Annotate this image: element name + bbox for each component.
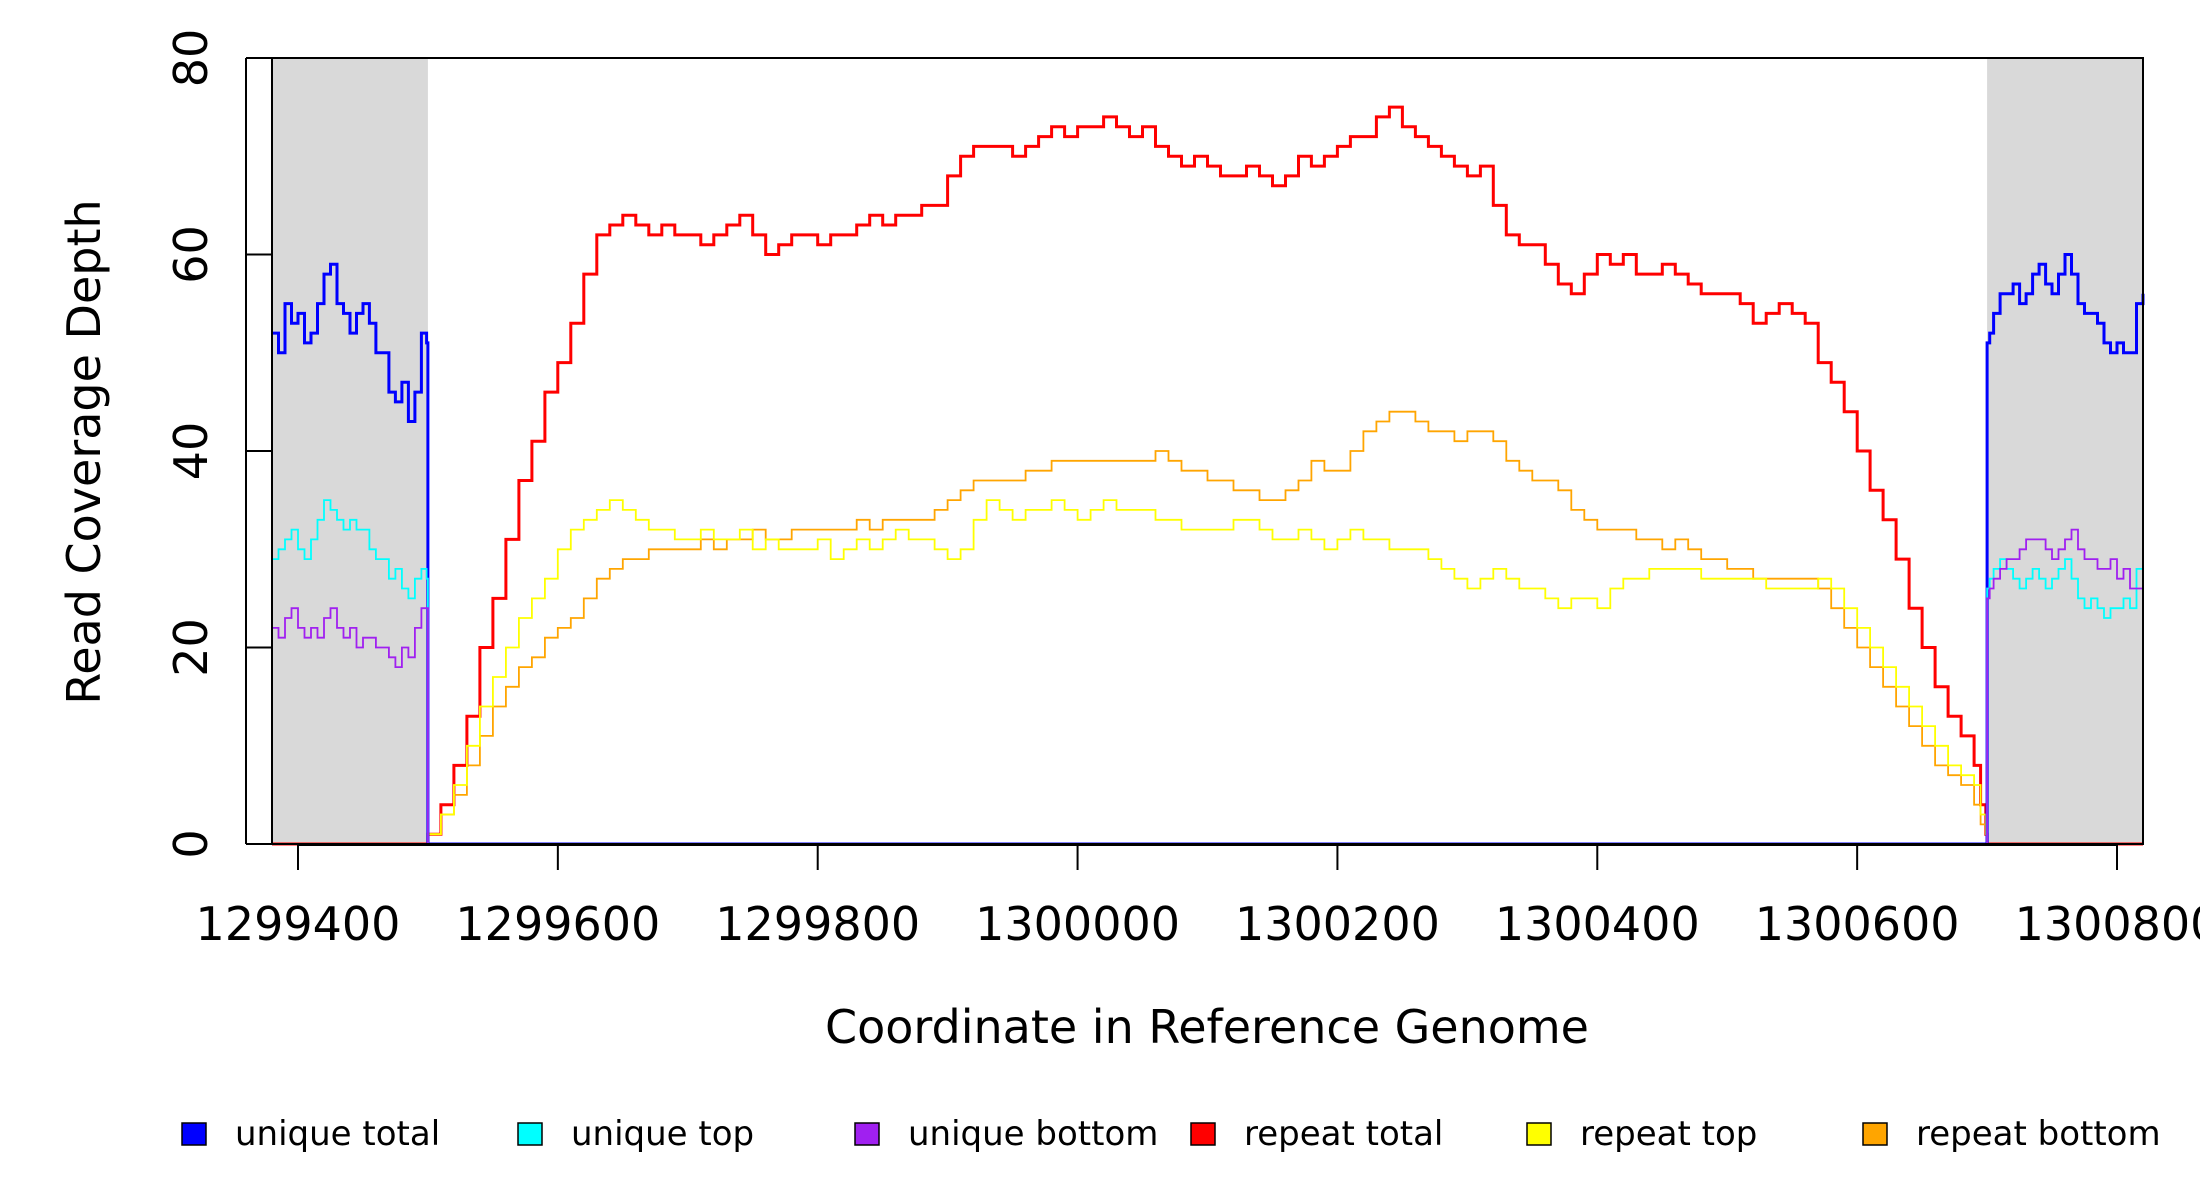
y-tick-label: 60 — [164, 225, 218, 284]
legend-swatch — [181, 1122, 207, 1146]
y-tick-label: 80 — [164, 29, 218, 88]
x-tick-label: 1299600 — [455, 897, 660, 951]
y-axis-title: Read Coverage Depth — [57, 199, 111, 704]
legend-swatch — [1190, 1122, 1216, 1146]
x-tick-label: 1299400 — [196, 897, 401, 951]
series-line-repeat-top — [272, 499, 2143, 845]
legend-swatch — [517, 1122, 543, 1146]
x-tick-label: 1300400 — [1495, 897, 1700, 951]
legend-label: repeat total — [1244, 1114, 1443, 1154]
legend-swatch — [1862, 1122, 1888, 1146]
legend-item-unique-top: unique top — [517, 1114, 754, 1154]
legend-item-unique-bottom: unique bottom — [854, 1114, 1158, 1154]
series-line-unique-top — [272, 499, 2144, 845]
legend-label: repeat bottom — [1916, 1114, 2161, 1154]
legend-swatch — [854, 1122, 880, 1146]
series-lines — [272, 105, 2145, 846]
legend-label: unique top — [571, 1114, 754, 1154]
legend-swatch — [1526, 1122, 1552, 1146]
y-tick-label: 20 — [164, 618, 218, 677]
series-line-unique-total — [272, 253, 2145, 846]
series-line-unique-bottom — [272, 528, 2144, 845]
x-axis-title: Coordinate in Reference Genome — [825, 1000, 1589, 1054]
x-tick-label: 1300200 — [1235, 897, 1440, 951]
x-tick-label: 1299800 — [715, 897, 920, 951]
y-tick-label: 0 — [164, 829, 218, 858]
series-line-repeat-bottom — [272, 410, 2143, 845]
x-tick-label: 1300800 — [2015, 897, 2200, 951]
legend-item-unique-total: unique total — [181, 1114, 440, 1154]
series-line-repeat-total — [272, 105, 2143, 846]
x-axis: 1299400 1299600 1299800 1300000 1300200 13004… — [196, 844, 2200, 951]
shaded-regions — [272, 58, 2143, 844]
shaded-region-2 — [1987, 58, 2143, 844]
legend-label: repeat top — [1580, 1114, 1757, 1154]
legend: unique total unique top unique bottom repea… — [181, 1114, 2161, 1154]
legend-item-repeat-bottom: repeat bottom — [1862, 1114, 2161, 1154]
y-axis: 0 20 40 60 80 — [164, 29, 272, 859]
shaded-region-1 — [272, 58, 428, 844]
y-tick-label: 40 — [164, 422, 218, 481]
legend-label: unique total — [235, 1114, 440, 1154]
x-tick-label: 1300600 — [1755, 897, 1960, 951]
legend-label: unique bottom — [908, 1114, 1158, 1154]
legend-item-repeat-top: repeat top — [1526, 1114, 1757, 1154]
legend-item-repeat-total: repeat total — [1190, 1114, 1443, 1154]
x-tick-label: 1300000 — [975, 897, 1180, 951]
